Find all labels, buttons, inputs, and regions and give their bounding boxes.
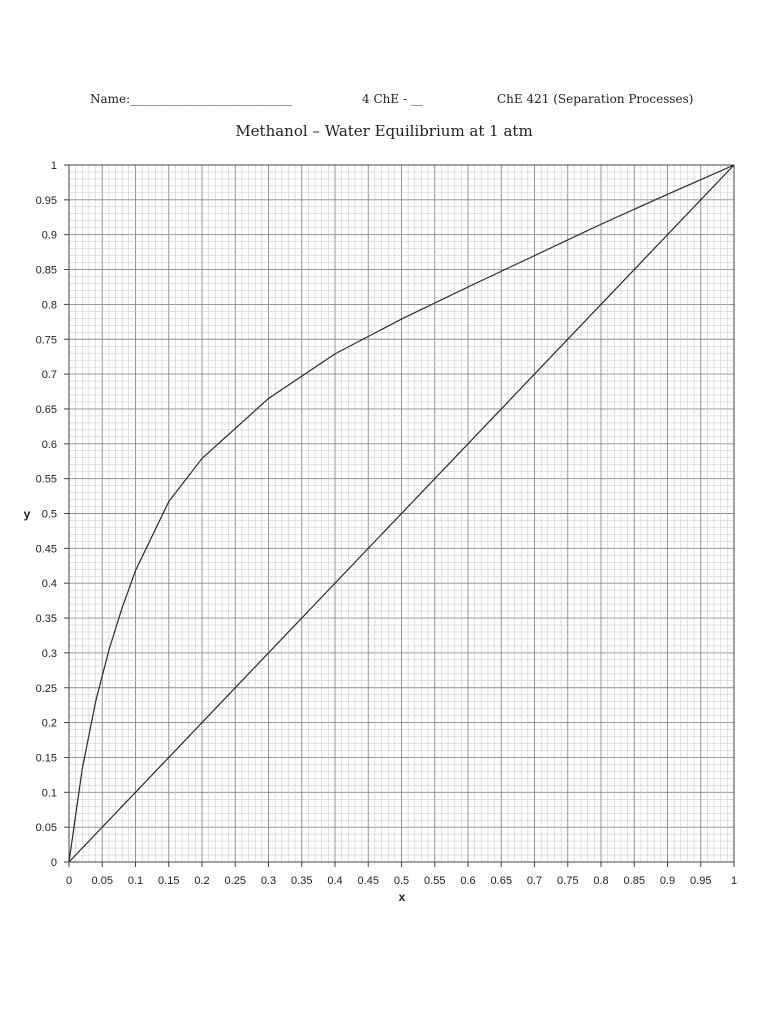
x-tick-label: 0.9: [660, 875, 675, 887]
y-tick-label: 0.15: [36, 752, 57, 764]
series-layer: [68, 164, 735, 863]
y-tick-label: 0.8: [42, 299, 57, 311]
x-tick-label: 0.6: [460, 875, 475, 887]
x-tick-label: 0.55: [424, 875, 445, 887]
equilibrium-curve: [68, 164, 735, 863]
y-tick-label: 0.7: [42, 369, 57, 381]
x-tick-label: 0.75: [557, 875, 578, 887]
x-tick-label: 0.35: [291, 875, 312, 887]
x-tick-label: 0.15: [158, 875, 179, 887]
name-field: Name:___________________________: [90, 92, 293, 106]
y-tick-label: 1: [51, 160, 57, 172]
x-tick-label: 0.3: [261, 875, 276, 887]
y-tick-label: 0.05: [36, 822, 57, 834]
x-tick-label: 1: [731, 875, 737, 887]
x-tick-label: 0.05: [92, 875, 113, 887]
y-axis-title: y: [24, 507, 31, 521]
x-tick-label: 0.1: [128, 875, 143, 887]
x-axis-title: x: [399, 890, 406, 904]
x-tick-label: 0.7: [527, 875, 542, 887]
y-tick-label: 0: [51, 857, 57, 869]
y-tick-label: 0.4: [42, 578, 57, 590]
x-tick-label: 0.85: [624, 875, 645, 887]
x-tick-label: 0.2: [194, 875, 209, 887]
x-tick-label: 0: [66, 875, 72, 887]
diagonal-line: [68, 164, 735, 863]
y-tick-label: 0.25: [36, 683, 57, 695]
tick-labels: 0 0.05 0.1 0.15 0.2 0.25 0.3 0.35 0.4 0.45 0.5 0.55…: [36, 160, 737, 887]
y-tick-label: 0.1: [42, 787, 57, 799]
x-tick-label: 0.95: [690, 875, 711, 887]
x-tick-label: 0.65: [491, 875, 512, 887]
y-tick-label: 0.6: [42, 439, 57, 451]
x-tick-label: 0.25: [225, 875, 246, 887]
section-field: 4 ChE - __: [362, 92, 423, 106]
x-tick-label: 0.45: [358, 875, 379, 887]
x-tick-label: 0.5: [394, 875, 409, 887]
y-tick-label: 0.5: [42, 509, 57, 521]
y-tick-label: 0.65: [36, 404, 57, 416]
y-tick-label: 0.45: [36, 543, 57, 555]
x-tick-label: 0.8: [593, 875, 608, 887]
grid: [68, 164, 735, 863]
course-field: ChE 421 (Separation Processes): [497, 92, 694, 106]
y-tick-label: 0.35: [36, 613, 57, 625]
y-tick-label: 0.85: [36, 265, 57, 277]
y-tick-label: 0.55: [36, 474, 57, 486]
y-tick-label: 0.95: [36, 195, 57, 207]
y-tick-label: 0.9: [42, 230, 57, 242]
y-tick-label: 0.2: [42, 718, 57, 730]
y-tick-label: 0.75: [36, 334, 57, 346]
x-tick-label: 0.4: [327, 875, 342, 887]
y-tick-label: 0.3: [42, 648, 57, 660]
chart-title: Methanol – Water Equilibrium at 1 atm: [235, 122, 533, 140]
